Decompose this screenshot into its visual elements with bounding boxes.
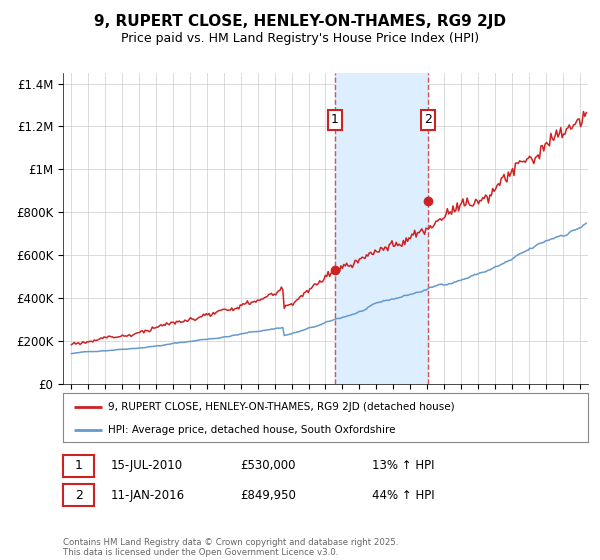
Text: 44% ↑ HPI: 44% ↑ HPI [372,488,434,502]
Text: 15-JUL-2010: 15-JUL-2010 [111,459,183,473]
Text: 13% ↑ HPI: 13% ↑ HPI [372,459,434,473]
Text: 2: 2 [74,488,83,502]
Text: 1: 1 [74,459,83,473]
Text: 9, RUPERT CLOSE, HENLEY-ON-THAMES, RG9 2JD (detached house): 9, RUPERT CLOSE, HENLEY-ON-THAMES, RG9 2… [107,402,454,412]
Text: Contains HM Land Registry data © Crown copyright and database right 2025.
This d: Contains HM Land Registry data © Crown c… [63,538,398,557]
Text: 1: 1 [331,114,338,127]
Text: £530,000: £530,000 [240,459,296,473]
Text: HPI: Average price, detached house, South Oxfordshire: HPI: Average price, detached house, Sout… [107,424,395,435]
Text: £849,950: £849,950 [240,488,296,502]
Bar [335,73,428,384]
Text: Price paid vs. HM Land Registry's House Price Index (HPI): Price paid vs. HM Land Registry's House … [121,32,479,45]
Text: 11-JAN-2016: 11-JAN-2016 [111,488,185,502]
Text: 9, RUPERT CLOSE, HENLEY-ON-THAMES, RG9 2JD: 9, RUPERT CLOSE, HENLEY-ON-THAMES, RG9 2… [94,14,506,29]
Text: 2: 2 [424,114,431,127]
